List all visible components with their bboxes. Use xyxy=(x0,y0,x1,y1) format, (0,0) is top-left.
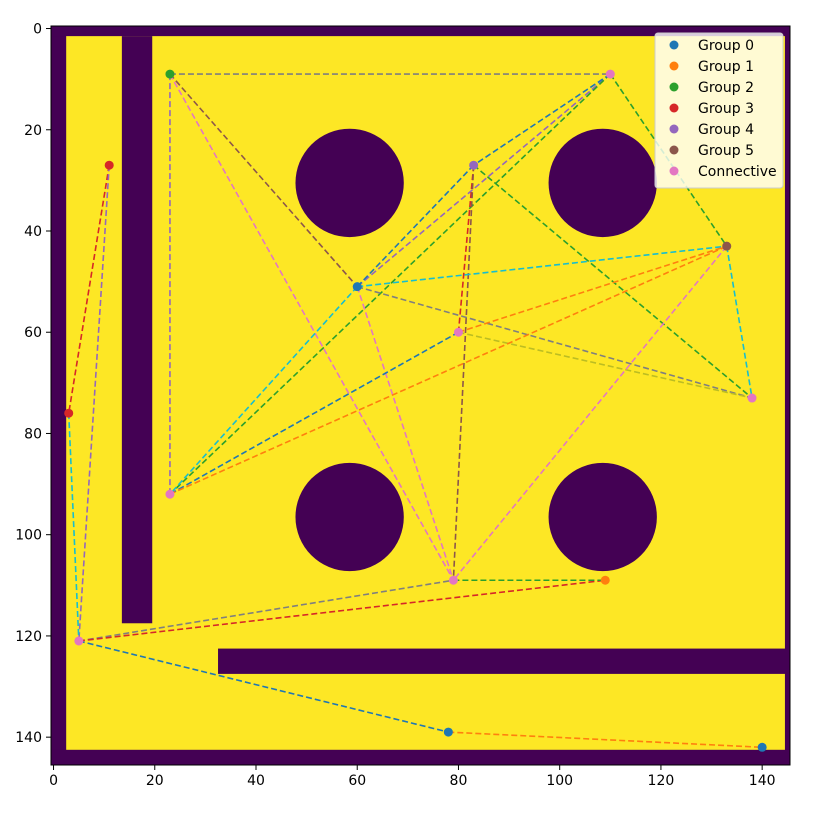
path-segment-14 xyxy=(169,286,358,495)
path-segment-7 xyxy=(473,73,611,166)
legend-label-3: Group 3 xyxy=(698,101,754,117)
x-tick-label-4: 80 xyxy=(450,773,468,789)
path-segment-8 xyxy=(356,164,475,288)
point-series-6-5 xyxy=(74,636,84,646)
map-wall-4 xyxy=(121,36,153,624)
path-segment-13 xyxy=(357,285,753,399)
y-tick-label-6: 120 xyxy=(15,629,42,645)
legend-marker-0 xyxy=(669,40,679,50)
path-segment-25 xyxy=(78,579,454,642)
legend-marker-3 xyxy=(669,103,679,113)
legend: Group 0 Group 1 Group 2 Group 3 Group 4 Group… xyxy=(654,32,784,189)
path-segment-3 xyxy=(169,73,455,581)
x-tick-label-1: 20 xyxy=(146,773,164,789)
path-segment-9 xyxy=(457,165,475,333)
y-tick-label-3: 60 xyxy=(24,325,42,341)
point-series-0-0 xyxy=(352,282,362,292)
path-segment-16 xyxy=(169,331,459,495)
map-obstacle-2 xyxy=(295,462,404,572)
y-tick-label-4: 80 xyxy=(24,426,42,442)
legend-label-2: Group 2 xyxy=(698,80,754,96)
point-series-0-1 xyxy=(443,727,453,737)
legend-label-1: Group 1 xyxy=(698,59,754,75)
legend-marker-4 xyxy=(669,124,679,134)
y-tick-label-2: 40 xyxy=(24,224,42,240)
path-segment-5 xyxy=(169,73,611,495)
point-series-3-0 xyxy=(104,160,114,170)
map-obstacle-3 xyxy=(548,462,657,572)
legend-label-4: Group 4 xyxy=(698,122,754,138)
legend-label-0: Group 0 xyxy=(698,38,754,54)
point-series-6-2 xyxy=(747,393,757,403)
map-wall-3 xyxy=(51,749,790,765)
legend-marker-5 xyxy=(669,145,679,155)
path-segments xyxy=(67,73,763,749)
path-segment-4 xyxy=(356,73,611,288)
x-tick-label-6: 120 xyxy=(648,773,675,789)
path-segment-28 xyxy=(78,640,449,733)
map-obstacle-0 xyxy=(295,128,404,238)
legend-marker-2 xyxy=(669,82,679,92)
path-segment-17 xyxy=(458,245,727,333)
plot-frame xyxy=(50,25,791,766)
y-tick-label-5: 100 xyxy=(15,528,42,544)
y-tick-label-7: 140 xyxy=(15,730,42,746)
y-axis: 0 20 40 60 80 100 120 140 xyxy=(15,22,51,746)
path-segment-15 xyxy=(356,286,455,581)
point-series-1-0 xyxy=(600,575,610,585)
legend-marker-1 xyxy=(669,61,679,71)
point-series-0-2 xyxy=(757,742,767,752)
x-axis: 0 20 40 60 80 100 120 140 xyxy=(49,765,776,789)
path-segment-19 xyxy=(169,245,728,495)
point-series-6-1 xyxy=(453,327,463,337)
point-series-4-0 xyxy=(469,160,479,170)
y-tick-label-0: 0 xyxy=(33,22,42,38)
path-segment-11 xyxy=(473,164,753,399)
path-segment-29 xyxy=(448,731,763,749)
point-series-3-1 xyxy=(64,408,74,418)
path-segment-10 xyxy=(452,165,475,581)
path-segment-12 xyxy=(357,245,727,288)
x-tick-label-0: 0 xyxy=(49,773,58,789)
map-wall-0 xyxy=(51,26,67,765)
legend-label-6: Connective xyxy=(698,164,777,180)
path-segment-22 xyxy=(67,165,110,414)
map-obstacle-1 xyxy=(548,128,657,238)
point-series-6-0 xyxy=(605,69,615,79)
point-series-5-0 xyxy=(722,241,732,251)
map-wall-5 xyxy=(218,648,790,674)
path-segment-26 xyxy=(78,579,606,642)
legend-marker-6 xyxy=(669,166,679,176)
x-tick-label-5: 100 xyxy=(546,773,573,789)
legend-label-5: Group 5 xyxy=(698,143,754,159)
point-series-6-3 xyxy=(165,489,175,499)
map-wall-2 xyxy=(784,26,790,765)
path-segment-2 xyxy=(169,73,358,288)
map-wall-1 xyxy=(51,26,790,37)
y-tick-label-1: 20 xyxy=(24,123,42,139)
path-segment-20 xyxy=(725,246,753,399)
point-series-2-0 xyxy=(165,69,175,79)
point-series-6-4 xyxy=(448,575,458,585)
path-segment-24 xyxy=(67,413,80,642)
x-tick-label-7: 140 xyxy=(749,773,776,789)
group-points xyxy=(64,69,767,752)
x-tick-label-3: 60 xyxy=(348,773,366,789)
path-segment-23 xyxy=(78,165,111,642)
x-tick-label-2: 40 xyxy=(247,773,265,789)
legend-box xyxy=(654,32,784,189)
